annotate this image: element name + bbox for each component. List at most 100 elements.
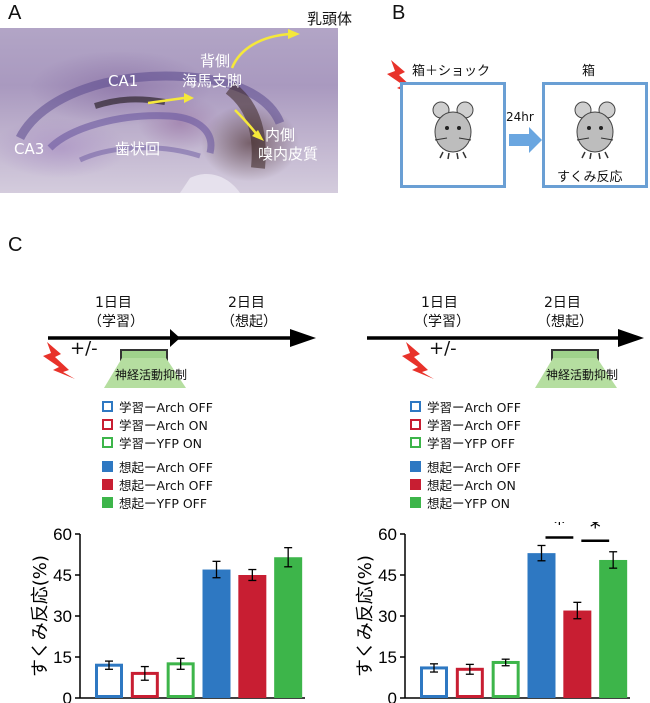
box-shock-label: 箱＋ショック — [412, 64, 491, 79]
legend-label: 学習ーArch ON — [119, 417, 208, 433]
legend-swatch — [102, 436, 113, 448]
legend-item: 想起ーArch OFF — [102, 457, 213, 475]
ca3-label: CA3 — [14, 140, 45, 158]
left-day2-label: 2日目 — [228, 295, 265, 311]
legend-item: 学習ーArch OFF — [102, 397, 213, 415]
legend-label: 想起ーYFP ON — [427, 495, 511, 511]
legend-label: 学習ーArch OFF — [119, 399, 213, 415]
bar — [166, 662, 195, 698]
legend-label: 想起ーArch OFF — [119, 477, 213, 493]
legend-swatch — [410, 400, 421, 412]
interval-label: 24hr — [506, 110, 534, 124]
legend-item: 想起ーYFP OFF — [102, 493, 213, 511]
bar — [420, 666, 448, 698]
panel-b-letter: B — [392, 2, 406, 24]
mouse-icon-box1 — [432, 101, 474, 160]
legend-swatch — [410, 478, 421, 490]
legend-label: 想起ーArch OFF — [427, 459, 521, 475]
right-inhibition-beam — [535, 358, 617, 388]
left-inhibition-beam — [104, 358, 186, 388]
legend-label: 学習ーArch OFF — [427, 399, 521, 415]
dentate-gyrus-label: 歯状回 — [115, 140, 161, 158]
panel-a-letter: A — [8, 2, 22, 24]
dorsal-label: 背側 — [200, 52, 231, 70]
ca1-label: CA1 — [108, 72, 139, 90]
arrow-right-icon — [509, 127, 542, 153]
legend-item: 想起ーArch OFF — [410, 457, 521, 475]
right-day2-sub-label: （想起） — [537, 314, 593, 330]
legend-item: 学習ーArch OFF — [410, 397, 521, 415]
mouse-icon-box2 — [574, 101, 616, 160]
bar — [238, 575, 267, 698]
hippocampus-micrograph — [0, 28, 338, 193]
y-tick-label: 30 — [378, 607, 397, 626]
y-tick-label: 15 — [378, 648, 397, 667]
legend-swatch — [102, 496, 113, 508]
left-shock-icon — [43, 342, 75, 379]
y-axis-label: すくみ反応(%) — [30, 555, 51, 677]
y-tick-label: 15 — [53, 648, 72, 667]
legend-item: 想起ーArch OFF — [102, 475, 213, 493]
left-day1-label: 1日目 — [95, 295, 132, 311]
legend-item: 想起ーYFP ON — [410, 493, 521, 511]
left-legend: 学習ーArch OFF 学習ーArch ON 学習ーYFP ON 想起ーArch OF… — [102, 397, 213, 511]
legend-item: 学習ーYFP ON — [102, 433, 213, 451]
panel-c-letter: C — [8, 234, 23, 256]
entorhinal-cortex-label: 嗅内皮質 — [258, 145, 319, 163]
y-tick-label: 60 — [378, 525, 397, 544]
legend-swatch — [410, 496, 421, 508]
left-day1-sub-label: （学習） — [88, 314, 144, 330]
hippocampus-structure-drawing — [15, 29, 300, 193]
legend-swatch — [102, 478, 113, 490]
y-tick-label: 45 — [378, 566, 397, 585]
left-shock-toggle-label: +/- — [70, 338, 98, 359]
legend-swatch — [102, 418, 113, 430]
y-tick-label: 60 — [53, 525, 72, 544]
subiculum-label: 海馬支脚 — [182, 72, 243, 90]
mammillary-body-label: 乳頭体 — [307, 10, 353, 28]
legend-swatch — [410, 418, 421, 430]
legend-label: 学習ーYFP OFF — [427, 435, 516, 451]
legend-swatch — [102, 460, 113, 472]
legend-swatch — [410, 460, 421, 472]
y-tick-label: 0 — [63, 689, 72, 703]
bar — [202, 569, 231, 698]
right-day1-label: 1日目 — [421, 295, 458, 311]
bar — [491, 660, 520, 698]
medial-label: 内側 — [265, 126, 296, 144]
left-timeline-arrow — [48, 329, 316, 347]
left-inhibition-label: 神経活動抑制 — [115, 368, 188, 382]
legend-label: 想起ーYFP OFF — [119, 495, 208, 511]
legend-item: 学習ーYFP OFF — [410, 433, 521, 451]
freezing-response-label: すくみ反応 — [557, 170, 623, 185]
right-legend: 学習ーArch OFF 学習ーArch OFF 学習ーYFP OFF 想起ーArch … — [410, 397, 521, 511]
legend-label: 想起ーArch ON — [427, 477, 516, 493]
left-day2-sub-label: （想起） — [221, 314, 277, 330]
y-axis-label: すくみ反応(%) — [355, 555, 376, 677]
legend-item: 想起ーArch ON — [410, 475, 521, 493]
bar — [563, 610, 592, 698]
legend-label: 想起ーArch OFF — [119, 459, 213, 475]
y-tick-label: 30 — [53, 607, 72, 626]
right-day1-sub-label: （学習） — [414, 314, 470, 330]
bar — [599, 559, 628, 698]
legend-swatch — [102, 400, 113, 412]
right-day2-label: 2日目 — [544, 295, 581, 311]
right-inhibition-label: 神経活動抑制 — [546, 368, 619, 382]
bar — [527, 553, 556, 698]
bar — [274, 557, 303, 698]
right-shock-icon — [402, 342, 434, 379]
legend-item: 学習ーArch OFF — [410, 415, 521, 433]
legend-item: 学習ーArch ON — [102, 415, 213, 433]
y-tick-label: 0 — [388, 689, 397, 703]
box-label: 箱 — [582, 64, 596, 79]
right-shock-toggle-label: +/- — [429, 338, 457, 359]
right-timeline-arrow — [367, 329, 644, 347]
legend-label: 学習ーYFP ON — [119, 435, 203, 451]
legend-label: 学習ーArch OFF — [427, 417, 521, 433]
y-tick-label: 45 — [53, 566, 72, 585]
significance-marker: * — [590, 522, 601, 541]
significance-marker: * — [554, 522, 565, 537]
